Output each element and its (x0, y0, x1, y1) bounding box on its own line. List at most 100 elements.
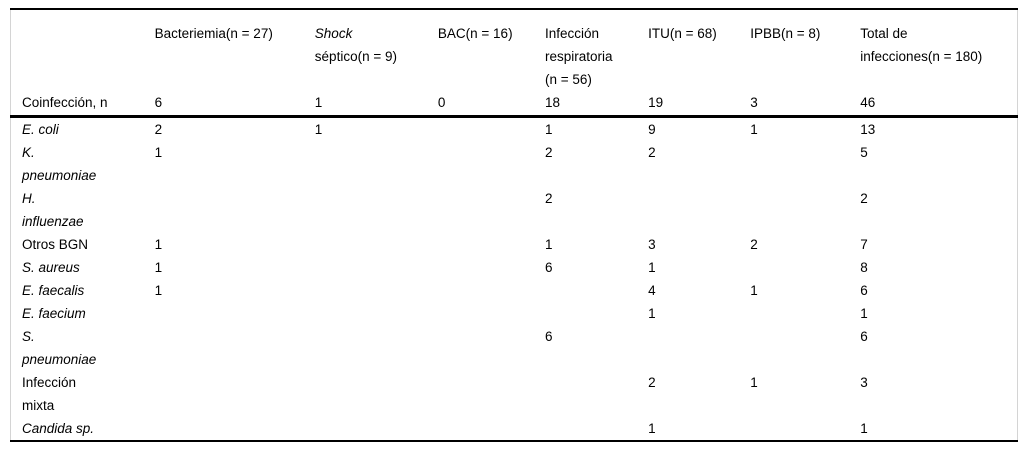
table-row-h-influenzae: H. influenzae 2 2 (11, 187, 1018, 233)
table-cell (545, 371, 648, 417)
column-header-italic-part: Shock (314, 26, 353, 41)
table-cell: 2 (750, 236, 758, 252)
table-cell: 1 (154, 282, 163, 298)
table-cell: 2 (545, 190, 553, 206)
table-row-e-coli: E. coli 2 1 1 9 1 13 (11, 116, 1018, 141)
row-label: Infección mixta (22, 374, 77, 413)
table-row-candida-sp: Candida sp. 1 1 (11, 417, 1018, 441)
table-cell (315, 141, 438, 187)
table-cell (155, 302, 315, 325)
table-cell (315, 417, 438, 441)
row-label: Coinfección, n (10, 91, 155, 118)
table-cell: 7 (860, 236, 868, 252)
table-cell (545, 279, 648, 302)
table-row-e-faecalis: E. faecalis 1 4 1 6 (11, 279, 1018, 302)
table-cell (438, 302, 545, 325)
table-cell: 1 (648, 305, 656, 321)
table-cell: 4 (648, 282, 656, 298)
table-cell (545, 302, 648, 325)
table-cell: 9 (648, 121, 656, 137)
table-cell (438, 325, 545, 371)
table-cell (438, 256, 545, 279)
table-row-s-aureus: S. aureus 1 6 1 8 (11, 256, 1018, 279)
column-header-bac: BAC(n = 16) (438, 9, 545, 91)
row-label: H. influenzae (22, 190, 84, 229)
column-header-label: BAC(n = 16) (437, 26, 513, 41)
column-header-label: Total de infecciones(n = 180) (860, 26, 983, 64)
table-cell: 6 (545, 259, 553, 275)
row-label: E. coli (22, 121, 59, 137)
table-cell: 2 (154, 121, 163, 137)
table-cell: 3 (648, 236, 656, 252)
column-header-bacteriemia: Bacteriemia(n = 27) (155, 9, 315, 91)
table-cell (315, 279, 438, 302)
table-cell (750, 417, 860, 441)
column-header-total-infecciones: Total de infecciones(n = 180) (860, 9, 1017, 91)
corner-cell (11, 9, 155, 91)
column-header-infeccion-respiratoria: Infección respiratoria (n = 56) (545, 9, 648, 91)
row-label: S. pneumoniae (22, 328, 97, 367)
table-cell (750, 187, 860, 233)
table-cell (155, 371, 315, 417)
table-cell: 19 (648, 91, 751, 118)
table-cell (315, 325, 438, 371)
table-cell: 6 (545, 328, 553, 344)
table-cell: 46 (860, 91, 1018, 118)
table-cell (438, 417, 545, 441)
column-header-itu: ITU(n = 68) (648, 9, 750, 91)
row-label: Otros BGN (22, 236, 89, 252)
table-row-k-pneumoniae: K. pneumoniae 1 2 2 5 (11, 141, 1018, 187)
table-cell (438, 187, 545, 233)
column-header-shock-septico: Shock séptico(n = 9) (315, 9, 438, 91)
column-header-label: ITU(n = 68) (648, 26, 717, 41)
table-cell: 1 (648, 420, 656, 436)
row-label: K. pneumoniae (22, 144, 97, 183)
table-body: E. coli 2 1 1 9 1 13 K. pneumoniae 1 2 2… (11, 116, 1018, 441)
table-cell (155, 325, 315, 371)
row-label: E. faecium (22, 305, 86, 321)
table-cell (545, 417, 648, 441)
table-cell: 1 (750, 121, 758, 137)
table-cell: 13 (860, 121, 876, 137)
table-cell: 1 (314, 121, 323, 137)
table-cell: 1 (154, 259, 163, 275)
table-cell (315, 371, 438, 417)
table-cell: 1 (545, 121, 553, 137)
table-cell: 2 (648, 144, 656, 160)
table-cell (438, 141, 545, 187)
row-label: E. faecalis (22, 282, 85, 298)
table-cell: 8 (860, 259, 868, 275)
table-cell: 1 (648, 259, 656, 275)
row-label: S. aureus (22, 259, 80, 275)
table-cell: 1 (860, 305, 868, 321)
table-cell: 1 (545, 236, 553, 252)
table-cell: 1 (750, 282, 758, 298)
table-cell: 1 (860, 420, 868, 436)
table-row-e-faecium: E. faecium 1 1 (11, 302, 1018, 325)
column-header-label: IPBB(n = 8) (750, 26, 821, 41)
table-cell: 1 (154, 236, 163, 252)
table-cell: 6 (154, 91, 315, 118)
column-header-label: Bacteriemia(n = 27) (154, 26, 273, 41)
table-row-otros-bgn: Otros BGN 1 1 3 2 7 (11, 233, 1018, 256)
header-row: Bacteriemia(n = 27) Shock séptico(n = 9) … (11, 9, 1018, 91)
table-cell (438, 116, 545, 141)
table-cell: 2 (860, 190, 868, 206)
column-header-label: Infección respiratoria (n = 56) (545, 26, 613, 87)
table-cell (750, 256, 860, 279)
table-cell (648, 325, 750, 371)
table-cell (155, 187, 315, 233)
table-cell: 3 (750, 91, 861, 118)
table-cell: 1 (314, 91, 438, 118)
table-cell (315, 233, 438, 256)
table-cell: 1 (154, 144, 163, 160)
table-cell: 2 (545, 144, 553, 160)
table-row-s-pneumoniae: S. pneumoniae 6 6 (11, 325, 1018, 371)
table-cell (315, 302, 438, 325)
table-cell (315, 256, 438, 279)
table-cell: 6 (860, 282, 868, 298)
table-cell (315, 187, 438, 233)
column-header-label: séptico(n = 9) (314, 49, 397, 64)
table-cell (438, 233, 545, 256)
table-cell: 2 (648, 374, 656, 390)
